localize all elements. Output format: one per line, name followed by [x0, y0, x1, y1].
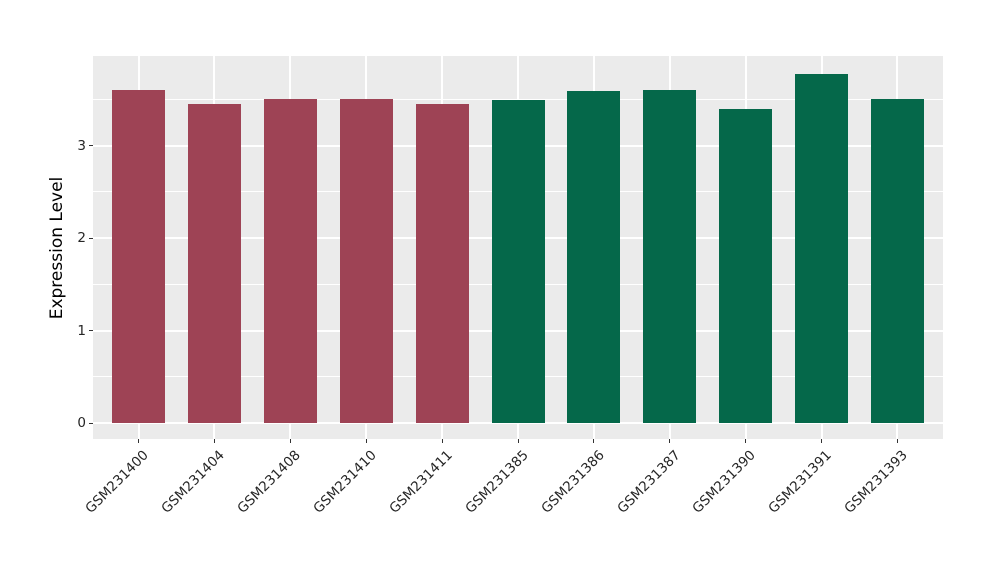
- x-tick-label: GSM231390: [689, 447, 760, 517]
- bar-GSM231391: [795, 73, 849, 423]
- bar-GSM231387: [643, 90, 697, 423]
- x-tick-label: GSM231404: [158, 447, 229, 517]
- x-tick-mark: [517, 439, 519, 443]
- bar-GSM231400: [112, 90, 166, 423]
- y-tick-mark: [89, 237, 93, 239]
- plot-panel: [93, 56, 943, 439]
- x-tick-mark: [745, 439, 747, 443]
- y-tick-mark: [89, 422, 93, 424]
- x-tick-mark: [289, 439, 291, 443]
- y-tick-mark: [89, 145, 93, 147]
- x-tick-label: GSM231391: [765, 447, 836, 517]
- y-tick-mark: [89, 330, 93, 332]
- y-axis-title: Expression Level: [47, 176, 67, 319]
- bar-GSM231386: [567, 91, 621, 423]
- x-tick-mark: [365, 439, 367, 443]
- bar-GSM231393: [870, 99, 924, 423]
- bar-GSM231411: [415, 104, 469, 423]
- x-tick-label: GSM231400: [82, 447, 153, 517]
- bar-GSM231410: [339, 98, 393, 423]
- x-tick-label: GSM231393: [841, 447, 912, 517]
- y-tick-label: 0: [77, 415, 86, 431]
- bar-GSM231404: [187, 104, 241, 423]
- x-tick-mark: [669, 439, 671, 443]
- x-tick-mark: [213, 439, 215, 443]
- x-tick-label: GSM231410: [310, 447, 380, 517]
- y-tick-label: 2: [77, 230, 86, 247]
- bar-GSM231385: [491, 100, 545, 423]
- y-tick-label: 1: [77, 322, 86, 339]
- x-tick-label: GSM231387: [613, 447, 684, 517]
- x-tick-label: GSM231408: [234, 447, 304, 517]
- bar-GSM231408: [263, 98, 317, 423]
- x-tick-mark: [138, 439, 140, 443]
- x-tick-mark: [441, 439, 443, 443]
- x-tick-label: GSM231411: [386, 447, 456, 517]
- y-tick-label: 3: [77, 137, 86, 154]
- x-tick-mark: [821, 439, 823, 443]
- x-tick-label: GSM231386: [538, 447, 608, 517]
- x-tick-mark: [896, 439, 898, 443]
- x-tick-label: GSM231385: [462, 447, 532, 517]
- x-tick-mark: [593, 439, 595, 443]
- bar-GSM231390: [719, 108, 773, 423]
